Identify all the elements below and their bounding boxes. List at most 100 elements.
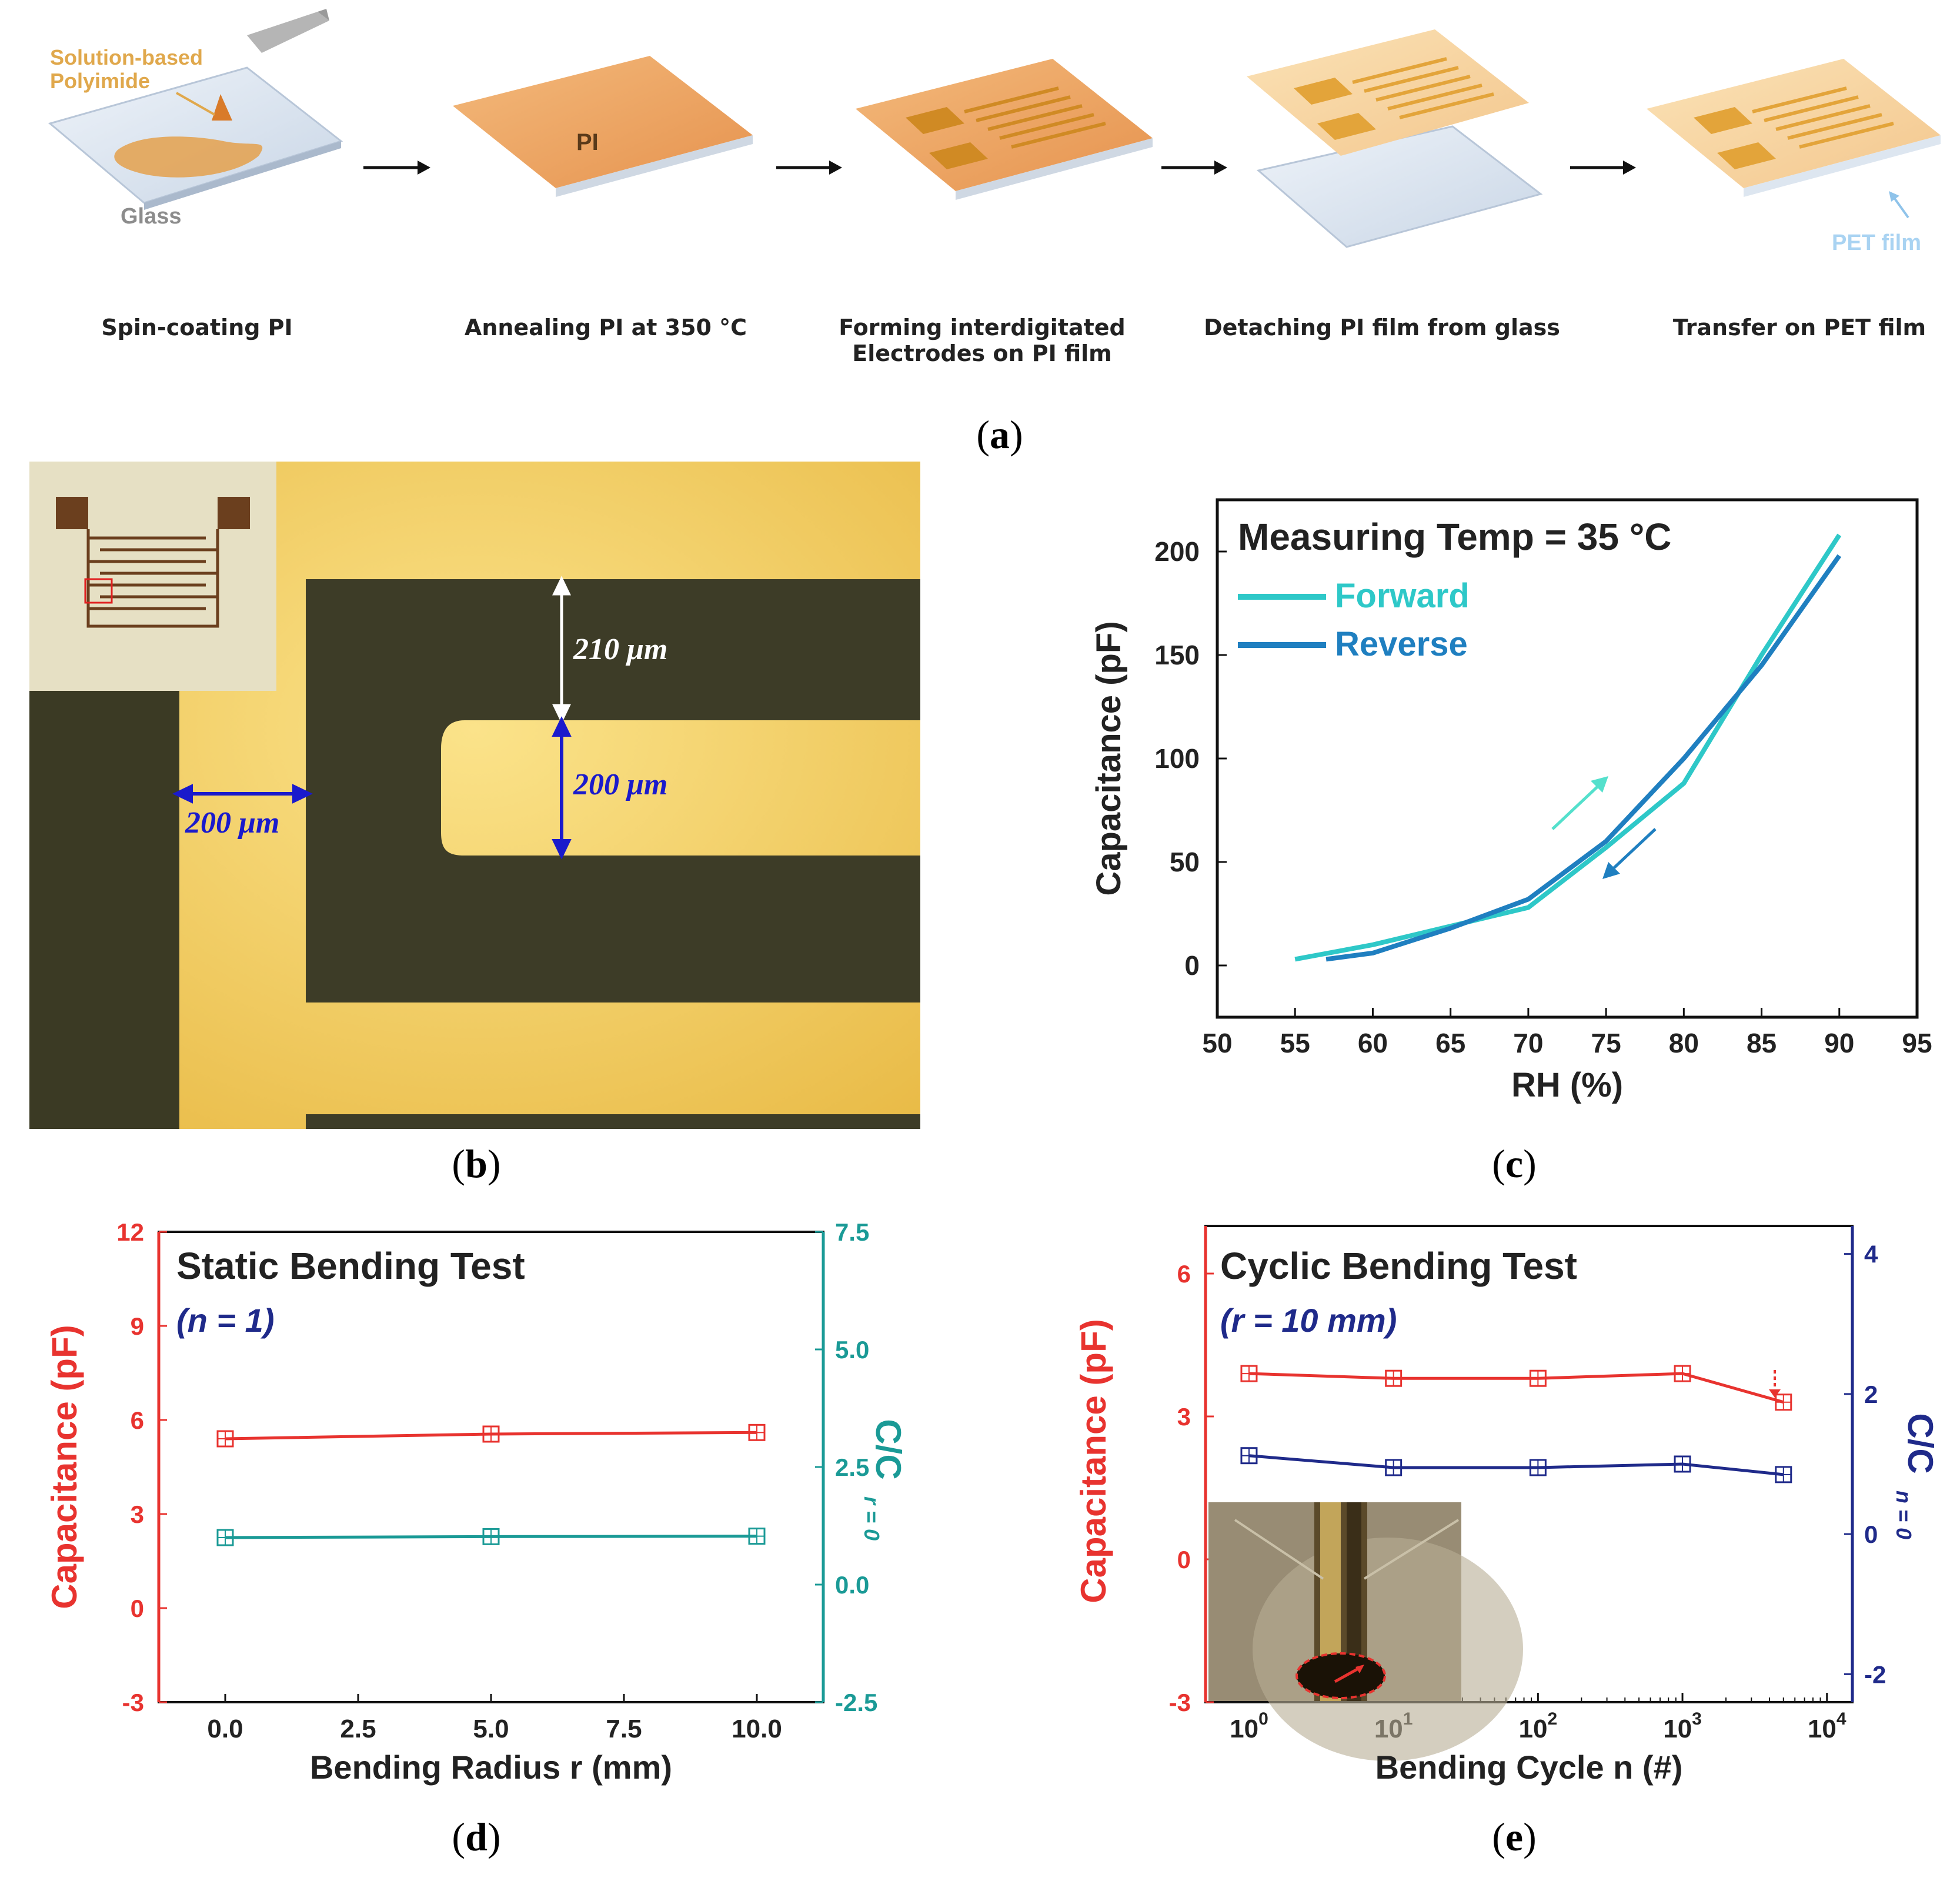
y-tick-label: 0 xyxy=(131,1595,144,1622)
arrow-3 xyxy=(1161,161,1227,175)
y-tick-label: 0 xyxy=(1184,950,1200,981)
y-tick-label: 0 xyxy=(1177,1546,1191,1573)
x-tick-label: 2.5 xyxy=(340,1715,376,1743)
caption-e: (e) xyxy=(1492,1814,1537,1859)
y-tick-label: 50 xyxy=(1170,847,1200,877)
x-tick-label: 100 xyxy=(1230,1709,1268,1743)
data-point xyxy=(1775,1466,1792,1483)
x-tick-label: 7.5 xyxy=(606,1715,642,1743)
y-tick-label: 6 xyxy=(131,1406,144,1434)
arrow-1 xyxy=(363,161,430,175)
chart-c: 50 55 60 65 70 75 80 85 90 95 0 50 100 150 200 Measuri… xyxy=(1090,498,1932,1104)
bending-photo-inset xyxy=(1208,1502,1523,1761)
chart-c-ylabel: Capacitance (pF) xyxy=(1090,621,1128,895)
series-line-capacitance xyxy=(1248,1372,1784,1404)
x-tick-label: 104 xyxy=(1808,1709,1847,1743)
dim-label-finger: 200 μm xyxy=(573,768,668,801)
y2-tick-label: 0 xyxy=(1864,1521,1878,1548)
data-point xyxy=(1385,1369,1403,1387)
legend-reverse: Reverse xyxy=(1335,625,1468,663)
chart-d-subtitle: (n = 1) xyxy=(176,1302,274,1339)
step3-electrodes xyxy=(856,59,1153,200)
chart-d-ylabel: Capacitance (pF) xyxy=(45,1325,84,1609)
data-point xyxy=(1529,1369,1547,1387)
step5-pet-film xyxy=(1647,59,1941,219)
data-point xyxy=(1240,1447,1258,1465)
caption-a: (a) xyxy=(976,412,1023,457)
y-tick-label: 100 xyxy=(1154,743,1200,774)
y2-tick-label: 5.0 xyxy=(835,1336,869,1364)
data-point xyxy=(482,1528,500,1545)
x-tick-label: 50 xyxy=(1202,1028,1232,1058)
x-tick-label: 60 xyxy=(1358,1028,1388,1058)
caption-d: (d) xyxy=(452,1814,501,1859)
y-tick-label: 12 xyxy=(116,1218,144,1246)
x-tick-label: 55 xyxy=(1280,1028,1310,1058)
x-tick-label: 10.0 xyxy=(732,1715,782,1743)
dim-label-gap: 210 μm xyxy=(573,633,668,666)
data-point xyxy=(1674,1455,1691,1473)
dim-label-left: 200 μm xyxy=(185,806,280,840)
chart-e-ylabel: Capacitance (pF) xyxy=(1074,1319,1113,1603)
caption-b: (b) xyxy=(452,1141,501,1186)
step1-glass-substrate xyxy=(48,9,343,210)
data-point xyxy=(482,1425,500,1443)
x-tick-label: 102 xyxy=(1519,1709,1558,1743)
y-tick-label: -3 xyxy=(1169,1689,1191,1716)
chart-e-title: Cyclic Bending Test xyxy=(1220,1245,1577,1287)
panel-a: Solution-based Polyimide Glass PI xyxy=(0,0,1960,459)
x-tick-label: 103 xyxy=(1663,1709,1702,1743)
arrow-4 xyxy=(1570,161,1636,175)
y2-tick-label: 2 xyxy=(1864,1381,1878,1408)
x-tick-label: 80 xyxy=(1669,1028,1699,1058)
step-label-4: Detaching PI film from glass xyxy=(1204,315,1560,340)
y2-tick-label: 2.5 xyxy=(835,1453,869,1481)
pi-label: PI xyxy=(576,129,599,155)
x-tick-label: 95 xyxy=(1902,1028,1932,1058)
y-tick-label: 3 xyxy=(131,1501,144,1528)
data-point xyxy=(748,1423,766,1441)
data-point xyxy=(748,1528,766,1545)
step-label-2: Annealing PI at 350 °C xyxy=(464,315,747,340)
step4-detaching xyxy=(1247,29,1543,248)
y-tick-label: 9 xyxy=(131,1312,144,1340)
arrow-2 xyxy=(776,161,842,175)
chart-c-title: Measuring Temp = 35 °C xyxy=(1238,516,1672,558)
x-tick-label: 90 xyxy=(1824,1028,1854,1058)
solution-label-1: Solution-based xyxy=(50,45,203,69)
data-point xyxy=(1529,1459,1547,1476)
x-tick-label: 75 xyxy=(1591,1028,1621,1058)
drop-arrow xyxy=(1769,1370,1781,1398)
glass-label: Glass xyxy=(121,204,182,229)
chart-d-xlabel: Bending Radius r (mm) xyxy=(310,1749,672,1786)
series-line-forward xyxy=(1294,533,1842,962)
chart-d-title: Static Bending Test xyxy=(176,1245,525,1287)
data-point xyxy=(216,1430,234,1448)
data-point xyxy=(1385,1459,1403,1476)
y2-tick-label: 4 xyxy=(1864,1241,1878,1268)
data-point xyxy=(1775,1394,1792,1411)
x-tick-label: 85 xyxy=(1747,1028,1777,1058)
data-point xyxy=(1240,1365,1258,1382)
y2-tick-label: -2.5 xyxy=(835,1689,877,1716)
step-label-1: Spin-coating PI xyxy=(101,315,293,340)
y-tick-label: 3 xyxy=(1177,1403,1191,1431)
series-line-reverse xyxy=(1325,554,1842,962)
caption-c: (c) xyxy=(1492,1141,1537,1186)
y-tick-label: 200 xyxy=(1154,536,1200,567)
legend-forward: Forward xyxy=(1335,577,1470,615)
solution-label-2: Polyimide xyxy=(50,69,150,93)
chart-d-y2label-sub: r = 0 xyxy=(860,1496,884,1541)
y-tick-label: -3 xyxy=(122,1689,144,1716)
pet-label: PET film xyxy=(1832,230,1921,255)
y2-tick-label: 7.5 xyxy=(835,1218,869,1246)
step2-pi-film: PI xyxy=(453,56,753,197)
trend-arrow-reverse xyxy=(1602,828,1657,879)
chart-e-y2label: C/C xyxy=(1901,1413,1940,1473)
chart-e-y2label-sub: n = 0 xyxy=(1892,1491,1916,1539)
x-tick-label: 0.0 xyxy=(207,1715,243,1743)
chart-e-xlabel: Bending Cycle n (#) xyxy=(1375,1749,1683,1786)
y2-tick-label: 0.0 xyxy=(835,1571,869,1599)
chart-e-subtitle: (r = 10 mm) xyxy=(1220,1302,1397,1339)
